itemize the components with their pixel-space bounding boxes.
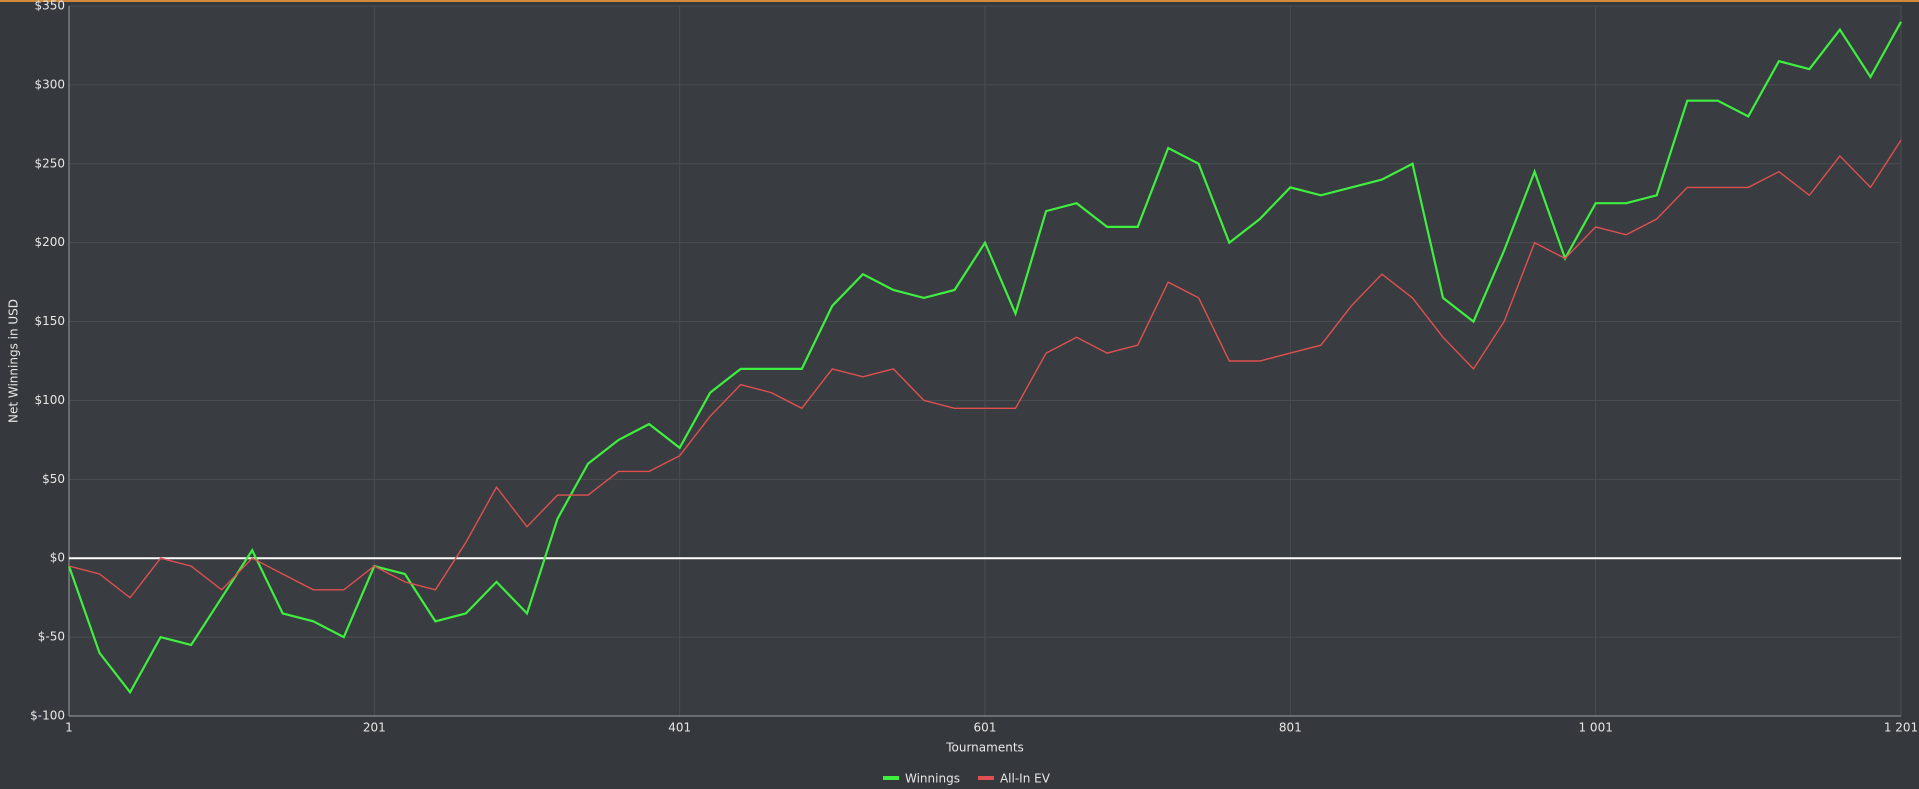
y-tick-label: $350 [34, 0, 65, 13]
y-tick-label: $50 [42, 472, 65, 486]
x-tick-label: 801 [1279, 721, 1302, 735]
legend-label: All-In EV [1000, 772, 1051, 786]
y-tick-label: $0 [50, 551, 65, 565]
x-tick-label: 1 [65, 721, 73, 735]
y-tick-label: $100 [34, 393, 65, 407]
legend-swatch [977, 776, 994, 780]
x-tick-label: 1 001 [1578, 721, 1612, 735]
legend-label: Winnings [905, 772, 960, 786]
x-tick-label: 401 [668, 721, 691, 735]
y-tick-label: $300 [34, 77, 65, 91]
x-tick-label: 601 [974, 721, 997, 735]
y-tick-label: $200 [34, 235, 65, 249]
legend-swatch [883, 776, 899, 780]
y-tick-label: $250 [34, 156, 65, 170]
x-tick-label: 1 201 [1884, 721, 1918, 735]
y-tick-label: $-50 [38, 630, 65, 644]
y-axis-label: Net Winnings in USD [7, 299, 21, 423]
y-tick-label: $-100 [30, 709, 65, 723]
x-axis-label: Tournaments [945, 741, 1024, 755]
y-tick-label: $150 [34, 314, 65, 328]
x-tick-label: 201 [363, 721, 386, 735]
series-line [68, 139, 1902, 599]
